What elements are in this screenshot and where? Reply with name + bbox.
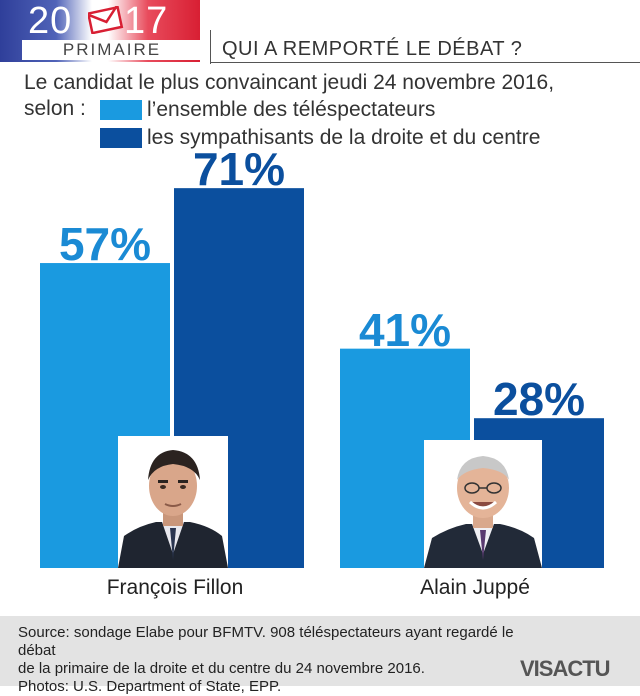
visactu-logo: VISACTU <box>520 656 611 681</box>
subtitle: Le candidat le plus convaincant jeudi 24… <box>24 70 554 122</box>
legend-swatch-dark <box>100 128 142 148</box>
fillon-last-name: Fillon <box>193 576 244 599</box>
value-label-fillon-series-0: 57% <box>58 218 152 271</box>
candidate-name-juppe: Alain Juppé <box>360 576 590 600</box>
fillon-photo <box>118 436 228 568</box>
header: 20 17 PRIMAIRE QUI A REMPORTÉ LE DÉBAT ? <box>0 0 640 64</box>
source-line-2: de la primaire de la droite et du centre… <box>18 660 425 677</box>
primaire-label: PRIMAIRE <box>22 40 202 60</box>
header-rule <box>210 62 640 63</box>
source-line-3: Photos: U.S. Department of State, EPP. <box>18 678 282 695</box>
value-label-juppe-series-0: 41% <box>358 303 452 356</box>
subtitle-line-1: Le candidat le plus convaincant jeudi 24… <box>24 71 555 94</box>
page-title: QUI A REMPORTÉ LE DÉBAT ? <box>222 38 523 60</box>
source-line-1: Source: sondage Elabe pour BFMTV. 908 té… <box>18 624 514 659</box>
juppe-photo <box>424 440 542 568</box>
value-label-fillon-series-1: 71% <box>192 143 286 196</box>
juppe-first-name: Alain <box>420 576 473 599</box>
legend-label-supporters: les sympathisants de la droite et du cen… <box>147 126 541 149</box>
footer: Source: sondage Elabe pour BFMTV. 908 té… <box>0 616 640 695</box>
header-divider <box>210 30 211 64</box>
legend-label-all-viewers: l’ensemble des téléspectateurs <box>147 98 436 121</box>
juppe-last-name: Juppé <box>472 576 530 599</box>
candidate-name-fillon: François Fillon <box>60 576 290 600</box>
year-left: 20 <box>28 0 73 42</box>
fillon-first-name: François <box>106 576 194 599</box>
envelope-icon <box>88 6 124 34</box>
legend-swatch-light <box>100 100 142 120</box>
subtitle-line-2: selon : <box>24 97 86 120</box>
year-right: 17 <box>124 0 169 42</box>
source-note: Source: sondage Elabe pour BFMTV. 908 té… <box>18 624 538 696</box>
value-label-juppe-series-1: 28% <box>492 373 586 426</box>
